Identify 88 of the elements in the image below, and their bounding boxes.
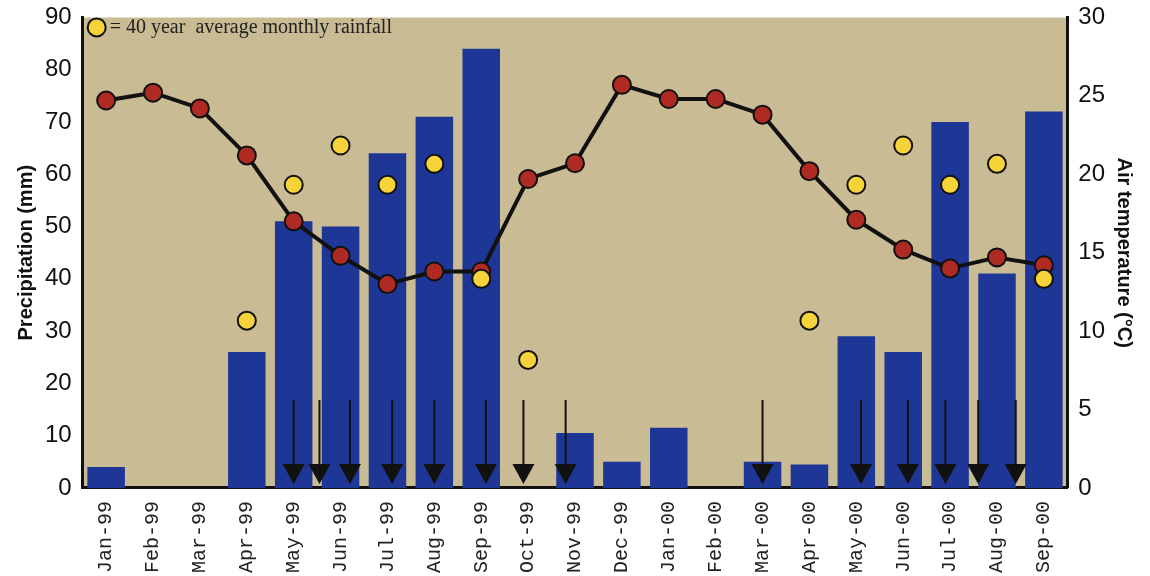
- x-tick-label: Jun-99: [328, 500, 352, 573]
- bar: [790, 464, 829, 488]
- y2-tick-label: 10: [1078, 315, 1106, 343]
- bar: [415, 116, 454, 488]
- point: [893, 135, 914, 156]
- point: [424, 153, 445, 174]
- point: [705, 88, 726, 109]
- point: [330, 245, 351, 266]
- x-tick-label: Mar-00: [750, 500, 774, 573]
- point: [940, 174, 961, 195]
- point: [283, 211, 304, 232]
- bar: [321, 226, 360, 488]
- point: [283, 174, 304, 195]
- bar: [228, 352, 266, 488]
- x-tick-label: Jun-00: [891, 500, 915, 573]
- point: [611, 74, 632, 95]
- y-tick-label: 30: [44, 315, 72, 343]
- point: [986, 247, 1007, 268]
- point: [330, 135, 351, 156]
- y-tick-label: 50: [44, 211, 72, 239]
- point: [518, 168, 539, 189]
- y-tick-label: 80: [44, 54, 72, 82]
- y-tick-label: 60: [44, 158, 72, 186]
- x-tick-label: Oct-99: [516, 500, 540, 573]
- x-tick-label: Feb-99: [141, 500, 165, 573]
- bar: [87, 467, 125, 488]
- point: [1033, 268, 1054, 289]
- y2-tick-label: 5: [1078, 394, 1092, 422]
- point: [565, 153, 585, 174]
- x-tick-label: Apr-00: [797, 500, 821, 573]
- x-tick-label: Feb-00: [703, 500, 727, 573]
- bar: [931, 121, 969, 488]
- bar: [603, 461, 641, 488]
- bar: [978, 273, 1016, 488]
- x-tick-label: Mar-99: [188, 500, 212, 573]
- point: [940, 258, 961, 279]
- y-tick-label: 0: [58, 472, 72, 500]
- point: [799, 310, 820, 331]
- bar: [462, 48, 500, 488]
- point: [518, 349, 539, 370]
- x-tick-label: Dec-99: [610, 500, 634, 573]
- y2-tick-label: 0: [1078, 472, 1092, 500]
- x-tick-label: Jul-00: [938, 500, 962, 573]
- x-tick-label: Jan-99: [94, 500, 118, 573]
- x-tick-label: Nov-99: [563, 500, 587, 573]
- point: [752, 104, 773, 125]
- x-tick-label: Apr-99: [235, 500, 259, 573]
- y-tick-label: 10: [44, 420, 72, 448]
- x-tick-label: Jan-00: [657, 500, 681, 573]
- x-tick-label: May-99: [281, 500, 305, 573]
- y2-tick-label: 20: [1078, 158, 1106, 186]
- point: [189, 98, 210, 119]
- point: [236, 310, 257, 331]
- x-tick-label: May-00: [844, 500, 868, 573]
- x-tick-label: Sep-99: [469, 500, 493, 573]
- point: [377, 174, 398, 195]
- point: [96, 90, 117, 111]
- point: [658, 88, 679, 109]
- point: [846, 174, 867, 195]
- bar: [884, 352, 922, 488]
- point: [236, 145, 257, 166]
- bar: [837, 336, 876, 488]
- x-tick-label: Jul-99: [375, 500, 399, 573]
- y2-tick-label: 15: [1078, 237, 1106, 265]
- x-tick-label: Aug-99: [422, 500, 446, 573]
- y-tick-label: 70: [44, 106, 72, 134]
- bar: [1025, 111, 1063, 488]
- legend-label: = 40 year average monthly rainfall: [109, 14, 393, 38]
- point: [986, 153, 1007, 174]
- bar: [274, 221, 313, 488]
- y2-axis-title: Air temperature (°C): [1114, 157, 1137, 348]
- point: [377, 274, 398, 295]
- y-axis-title: Precipitation (mm): [13, 164, 36, 341]
- point: [424, 261, 445, 282]
- y2-tick-label: 25: [1078, 80, 1106, 108]
- point: [846, 209, 867, 230]
- x-tick-label: Aug-00: [985, 500, 1009, 573]
- y2-tick-label: 30: [1078, 2, 1106, 30]
- point: [143, 82, 164, 103]
- y-tick-label: 90: [44, 2, 72, 30]
- bar: [368, 153, 407, 488]
- x-tick-label: Sep-00: [1032, 500, 1056, 573]
- y-tick-label: 20: [44, 368, 72, 396]
- bar: [650, 427, 688, 488]
- y-tick-label: 40: [44, 263, 72, 291]
- point: [471, 268, 492, 289]
- point: [799, 161, 820, 182]
- point: [893, 239, 914, 260]
